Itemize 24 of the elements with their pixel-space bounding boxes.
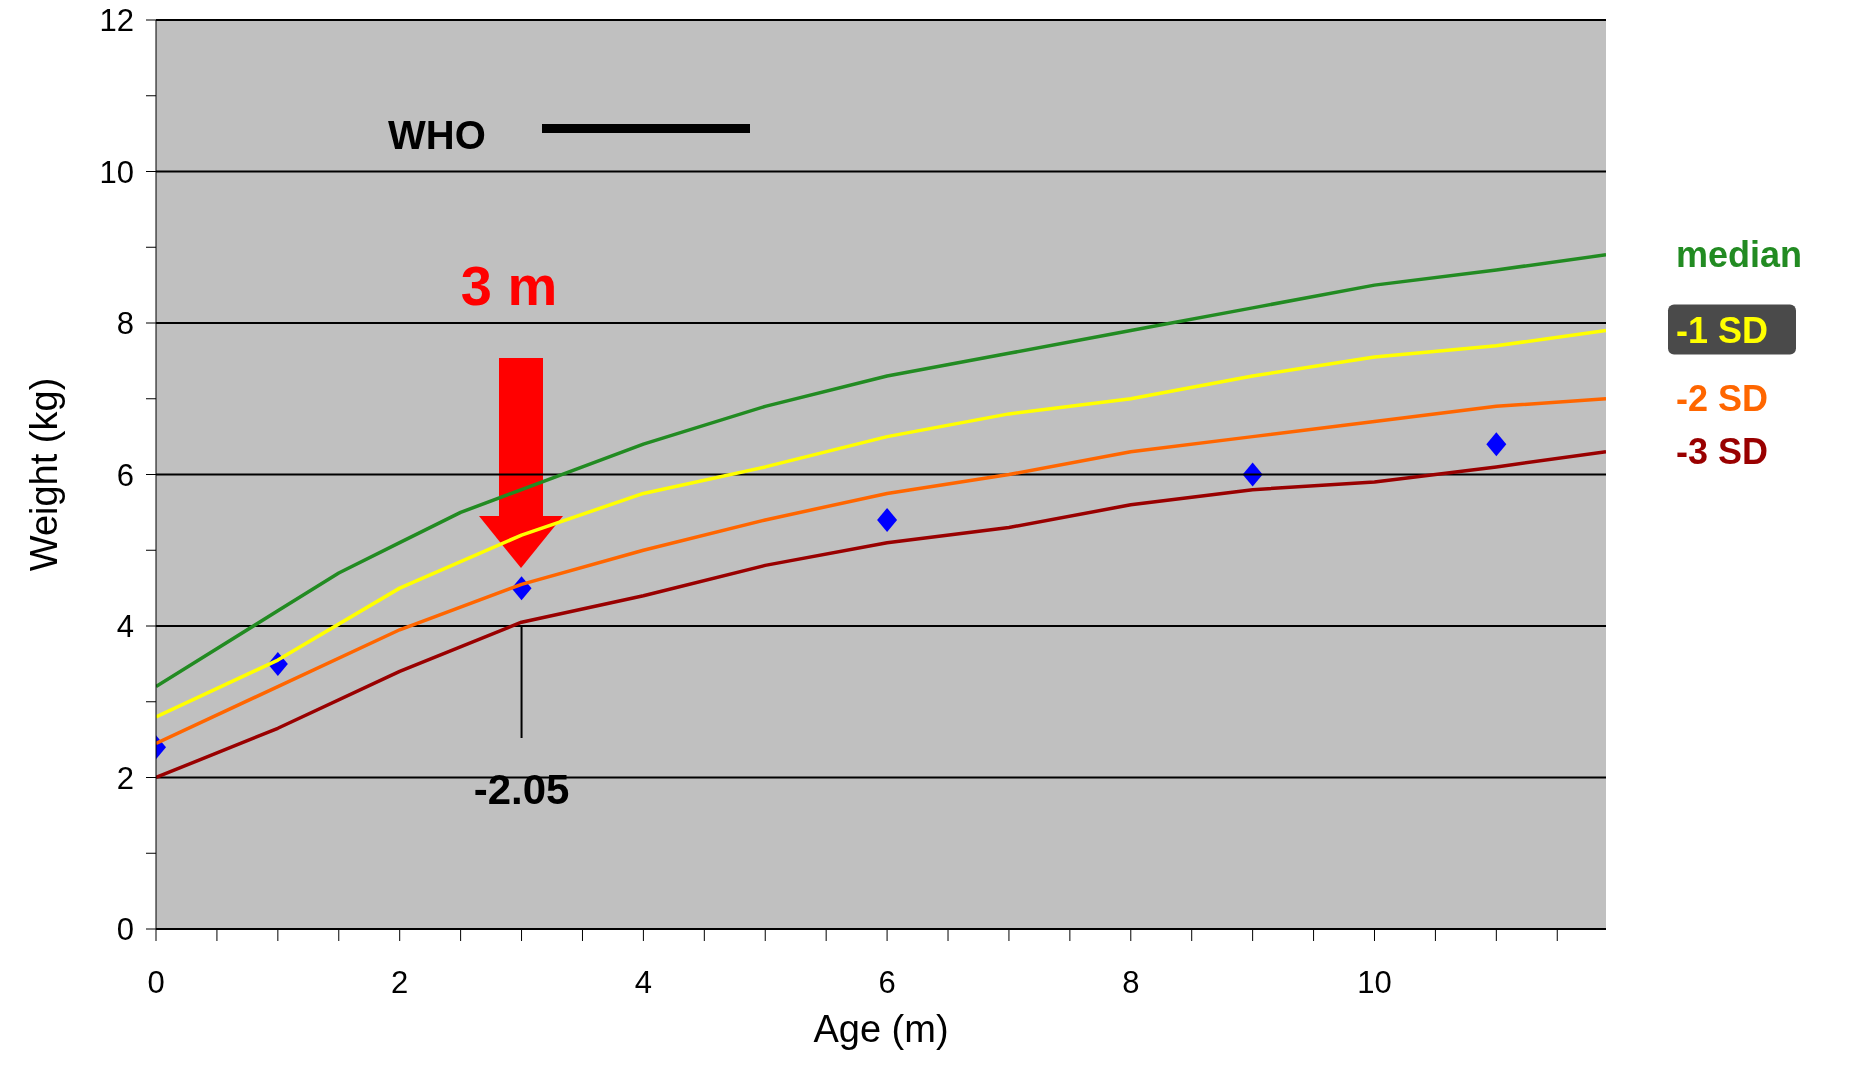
y-tick-label: 12 <box>99 3 134 39</box>
x-tick-label: 0 <box>147 965 165 1001</box>
point <box>1486 432 1507 457</box>
y-tick-label: 0 <box>116 912 134 948</box>
y-tick-label: 2 <box>116 760 134 796</box>
y-tick-label: 10 <box>99 154 134 190</box>
series-label: median <box>1676 233 1803 275</box>
series-label: -2 SD <box>1676 377 1769 419</box>
x-tick-label: 4 <box>634 965 653 1001</box>
x-tick-label: 6 <box>878 965 896 1001</box>
x-tick-label: 10 <box>1357 965 1392 1001</box>
series-label: -1 SD <box>1676 309 1769 351</box>
x-tick-label: 2 <box>391 965 409 1001</box>
y-tick-label: 8 <box>116 306 134 342</box>
series-label: -3 SD <box>1676 430 1769 472</box>
y-tick-label: 6 <box>116 457 134 493</box>
x-axis-title: Age (m) <box>813 1008 949 1050</box>
y-axis-title: Weight (kg) <box>23 377 66 572</box>
point <box>877 507 898 532</box>
y-tick-label: 4 <box>116 609 134 645</box>
annotation: WHO <box>388 113 486 158</box>
annotation: -2.05 <box>473 766 570 813</box>
annotation: 3 m <box>459 254 559 318</box>
x-tick-label: 8 <box>1122 965 1140 1001</box>
